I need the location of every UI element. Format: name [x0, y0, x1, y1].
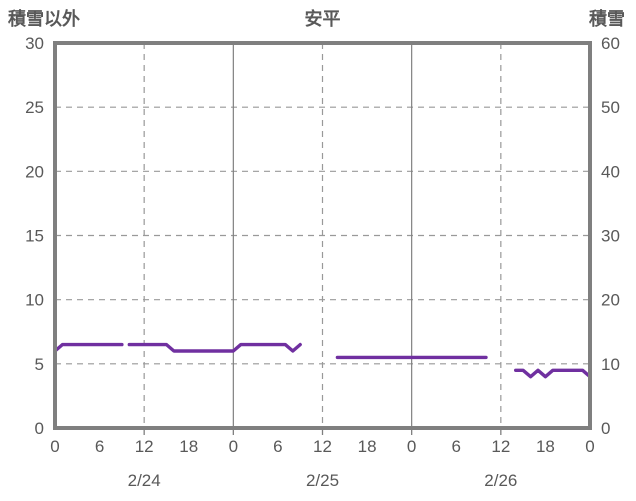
- svg-text:40: 40: [601, 162, 620, 181]
- svg-text:0: 0: [585, 437, 594, 456]
- right-axis-tick-labels: 0 10 20 30 40 50 60: [601, 34, 620, 438]
- svg-text:30: 30: [601, 227, 620, 246]
- plot-border: [53, 41, 592, 430]
- svg-text:6: 6: [273, 437, 282, 456]
- svg-text:2/24: 2/24: [128, 471, 161, 490]
- svg-text:2/26: 2/26: [484, 471, 517, 490]
- svg-text:0: 0: [601, 419, 610, 438]
- svg-text:18: 18: [358, 437, 377, 456]
- svg-text:0: 0: [50, 437, 59, 456]
- svg-text:5: 5: [35, 355, 44, 374]
- svg-text:10: 10: [25, 291, 44, 310]
- svg-text:12: 12: [491, 437, 510, 456]
- x-axis-hour-labels: 0 6 12 18 0 6 12 18 0 6 12 18 0: [50, 437, 594, 456]
- svg-text:50: 50: [601, 98, 620, 117]
- series-segment: [514, 368, 592, 379]
- svg-text:20: 20: [601, 291, 620, 310]
- svg-text:18: 18: [536, 437, 555, 456]
- svg-text:0: 0: [229, 437, 238, 456]
- series-segment: [53, 342, 124, 353]
- svg-text:10: 10: [601, 355, 620, 374]
- svg-text:30: 30: [25, 34, 44, 53]
- svg-text:60: 60: [601, 34, 620, 53]
- svg-text:6: 6: [95, 437, 104, 456]
- svg-text:15: 15: [25, 227, 44, 246]
- right-axis-title: 積雪: [589, 9, 625, 29]
- svg-text:12: 12: [135, 437, 154, 456]
- left-axis-title: 積雪以外: [8, 9, 80, 29]
- svg-text:2/25: 2/25: [306, 471, 339, 490]
- chart-title: 安平: [304, 9, 341, 29]
- svg-text:0: 0: [35, 419, 44, 438]
- left-axis-tick-labels: 0 5 10 15 20 25 30: [25, 34, 44, 438]
- vertical-gridlines: [143, 43, 502, 428]
- svg-text:12: 12: [313, 437, 332, 456]
- series-line-積雪: [53, 342, 592, 379]
- x-axis-date-labels: 2/24 2/25 2/26: [128, 471, 518, 490]
- svg-text:18: 18: [179, 437, 198, 456]
- svg-text:0: 0: [407, 437, 416, 456]
- svg-text:20: 20: [25, 162, 44, 181]
- svg-text:6: 6: [452, 437, 461, 456]
- x-axis-ticks: [143, 430, 502, 435]
- svg-text:25: 25: [25, 98, 44, 117]
- series-segment: [127, 342, 302, 353]
